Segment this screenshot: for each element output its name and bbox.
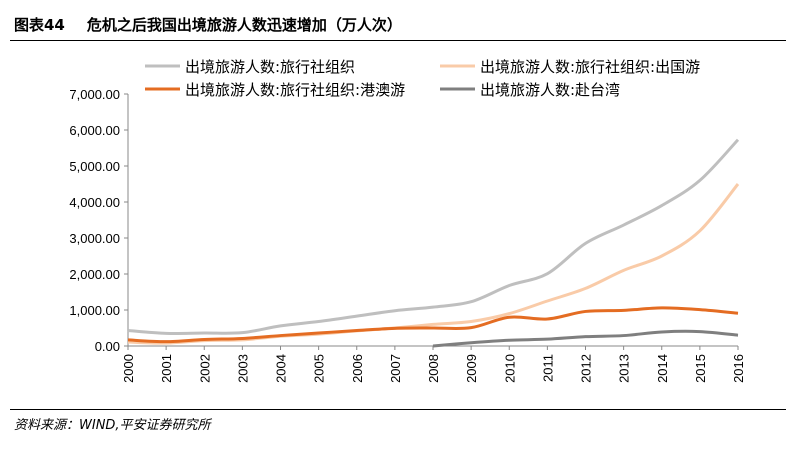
- x-tick-label: 2010: [502, 354, 517, 383]
- x-tick-label: 2015: [693, 354, 708, 383]
- y-tick-label: 0.00: [95, 339, 120, 354]
- y-tick-label: 4,000.00: [69, 195, 120, 210]
- x-tick-label: 2000: [121, 354, 136, 383]
- x-tick-label: 2008: [426, 354, 441, 383]
- x-tick-label: 2007: [388, 354, 403, 383]
- y-tick-label: 3,000.00: [69, 231, 120, 246]
- y-tick-label: 7,000.00: [69, 87, 120, 102]
- x-tick-label: 2001: [159, 354, 174, 383]
- footer-rule: [10, 409, 786, 410]
- series-line-3: [432, 329, 739, 348]
- figure-title: 图表44 危机之后我国出境旅游人数迅速增加（万人次）: [14, 14, 424, 35]
- y-tick-label: 2,000.00: [69, 267, 120, 282]
- x-tick-label: 2016: [731, 354, 746, 383]
- x-tick-label: 2013: [617, 354, 632, 383]
- series-line-1: [127, 183, 740, 345]
- legend-label: 出境旅游人数:旅行社组织:出国游: [480, 58, 700, 76]
- legend-label: 出境旅游人数:旅行社组织:港澳游: [185, 81, 405, 99]
- x-tick-label: 2009: [464, 354, 479, 383]
- series-line-2: [127, 306, 739, 344]
- x-tick-label: 2012: [579, 354, 594, 383]
- figure-title-text: 危机之后我国出境旅游人数迅速增加（万人次）: [86, 16, 402, 34]
- figure-number: 图表44: [14, 16, 65, 34]
- series-line-0: [127, 138, 740, 336]
- legend-label: 出境旅游人数:赴台湾: [480, 81, 620, 99]
- y-tick-label: 6,000.00: [69, 123, 120, 138]
- legend-label: 出境旅游人数:旅行社组织: [185, 58, 355, 76]
- source-note: 资料来源：WIND,平安证券研究所: [14, 418, 211, 433]
- y-tick-label: 1,000.00: [69, 303, 120, 318]
- title-rule: [10, 40, 786, 41]
- y-tick-label: 5,000.00: [69, 159, 120, 174]
- x-tick-label: 2005: [312, 354, 327, 383]
- x-tick-label: 2011: [540, 354, 555, 382]
- x-tick-label: 2004: [274, 354, 289, 383]
- x-tick-label: 2006: [350, 354, 365, 383]
- x-tick-label: 2014: [655, 354, 670, 383]
- x-tick-label: 2002: [197, 354, 212, 383]
- x-tick-label: 2003: [235, 354, 250, 383]
